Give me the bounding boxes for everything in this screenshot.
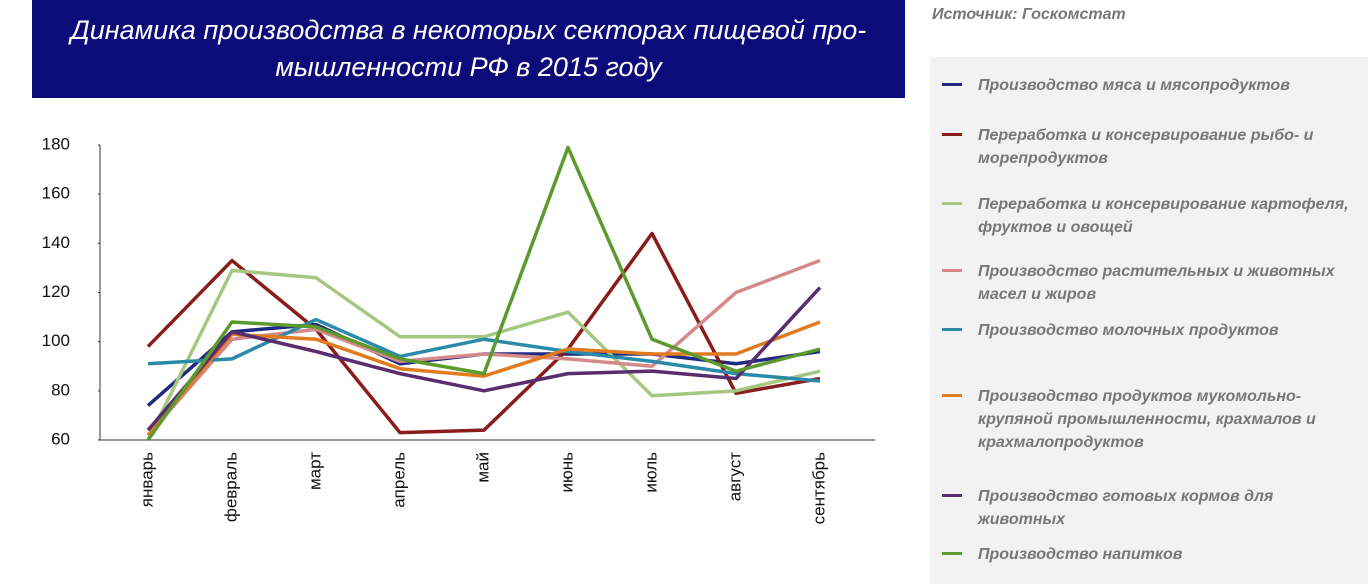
y-tick-label: 140 xyxy=(42,233,70,252)
legend-label: Производство продуктов мукомольно-крупян… xyxy=(978,388,1316,451)
legend-item: Переработка и консервирование рыбо- и мо… xyxy=(942,124,1362,170)
chart: 60 80 100 120 140 160 180 январь февраль март апре… xyxy=(42,134,875,525)
series-line xyxy=(146,231,821,435)
legend-label: Производство готовых кормов для животных xyxy=(978,488,1274,528)
legend-label: Производство растительных и животных мас… xyxy=(978,263,1335,303)
y-tick-label: 80 xyxy=(51,380,70,399)
legend-label: Переработка и консервирование рыбо- и мо… xyxy=(978,127,1314,167)
legend-label: Производство напитков xyxy=(978,546,1183,563)
legend-marker xyxy=(942,494,962,497)
legend-label: Производство мяса и мясопродуктов xyxy=(978,77,1290,94)
x-tick-label: сентябрь xyxy=(809,452,828,525)
legend-label: Производство молочных продуктов xyxy=(978,322,1279,339)
y-tick-label: 180 xyxy=(42,134,70,153)
legend-item: Переработка и консервирование картофеля,… xyxy=(942,193,1362,239)
y-tick-label: 60 xyxy=(51,429,70,448)
series-line xyxy=(146,145,821,442)
legend-marker xyxy=(942,133,962,136)
x-tick-label: май xyxy=(473,452,492,483)
source: Источник: Госкомстат xyxy=(932,6,1126,23)
x-tick-label: март xyxy=(305,452,324,490)
legend-label: Переработка и консервирование картофеля,… xyxy=(978,196,1349,236)
x-tick-label: июнь xyxy=(557,452,576,493)
x-tick-label: июль xyxy=(641,452,660,493)
x-tick-label: апрель xyxy=(389,452,408,508)
legend-item: Производство продуктов мукомольно-крупян… xyxy=(942,385,1362,454)
y-tick-label: 100 xyxy=(42,331,70,350)
chart-title: Динамика производства в некоторых сектор… xyxy=(70,15,867,82)
legend-marker xyxy=(942,83,962,86)
y-tick-label: 120 xyxy=(42,282,70,301)
series-line xyxy=(146,286,822,432)
legend-marker xyxy=(942,394,962,397)
x-tick-label: январь xyxy=(137,452,156,507)
title-box: Динамика производства в некоторых сектор… xyxy=(32,0,905,98)
legend-marker xyxy=(942,552,962,555)
legend-marker xyxy=(942,202,962,205)
series-line xyxy=(146,320,821,437)
x-tick-label: февраль xyxy=(221,452,240,522)
series-line xyxy=(146,268,821,441)
x-tick-label: август xyxy=(725,452,744,501)
legend-marker xyxy=(942,328,962,331)
legend-item: Производство напитков xyxy=(942,543,1362,566)
series-line xyxy=(146,258,821,437)
legend: Производство мяса и мясопродуктов Перераб… xyxy=(930,57,1368,584)
legend-marker xyxy=(942,269,962,272)
legend-item: Производство мяса и мясопродуктов xyxy=(942,74,1362,97)
series-line xyxy=(147,317,821,383)
legend-item: Производство растительных и животных мас… xyxy=(942,260,1362,306)
legend-item: Производство молочных продуктов xyxy=(942,319,1362,342)
y-tick-label: 160 xyxy=(42,184,70,203)
legend-item: Производство готовых кормов для животных xyxy=(942,485,1362,531)
